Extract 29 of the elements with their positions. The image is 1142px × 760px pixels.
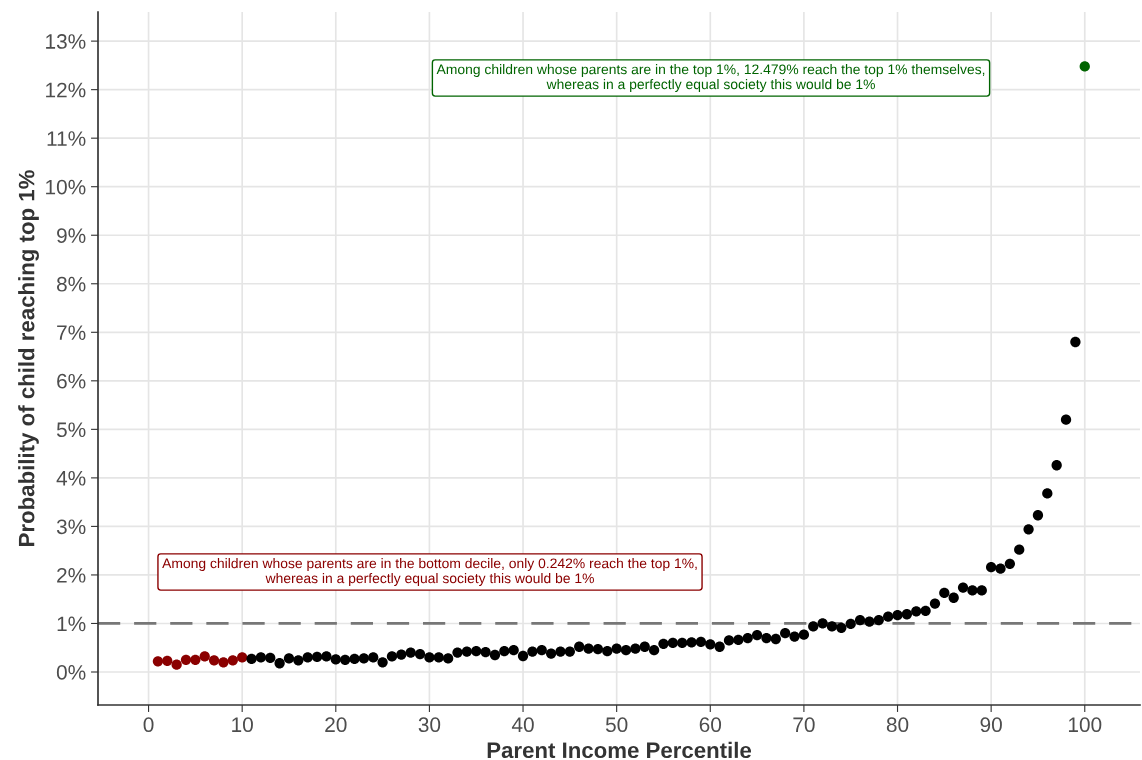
x-tick-label: 40	[511, 717, 534, 733]
y-tick-label: 5%	[56, 422, 86, 438]
y-tick-label: 12%	[46, 82, 86, 98]
annotation: Among children whose parents are in the top 1%, 12.479% reach the top 1% themselves, whereas in a perfectly equal society this would be 1%	[436, 64, 985, 92]
y-tick-label: 3%	[56, 519, 86, 535]
x-tick-label: 20	[325, 717, 347, 733]
y-tick-label: 0%	[56, 665, 86, 680]
y-tick-label: 8%	[56, 276, 86, 292]
annotation: Among children whose parents are in the bottom decile, only 0.242% reach the top 1%, whereas in a perfectly equal society this would be 1%	[162, 558, 697, 586]
x-tick-label: 60	[699, 717, 722, 733]
y-tick-label: 6%	[57, 373, 86, 389]
y-tick-label: 11%	[47, 131, 86, 146]
x-tick-label: 10	[232, 717, 253, 733]
y-tick-label: 4%	[56, 470, 86, 486]
x-tick-label: 70	[793, 717, 815, 733]
y-tick-label: 10%	[46, 179, 86, 195]
x-tick-label: 30	[418, 717, 441, 733]
y-tick-label: 1%	[57, 616, 86, 632]
x-axis-title: Parent Income Percentile	[487, 741, 752, 759]
x-tick-label: 80	[886, 717, 909, 733]
y-tick-label: 13%	[46, 34, 86, 49]
y-tick-label: 2%	[57, 567, 86, 583]
x-tick-label: 0	[143, 717, 154, 733]
x-tick-label: 90	[980, 717, 1002, 733]
x-tick-label: 100	[1068, 717, 1102, 733]
y-tick-label: 9%	[57, 228, 86, 243]
y-tick-label: 7%	[57, 325, 86, 340]
x-tick-label: 50	[605, 717, 628, 733]
y-axis-title: Probability of child reaching top 1%	[18, 170, 39, 546]
